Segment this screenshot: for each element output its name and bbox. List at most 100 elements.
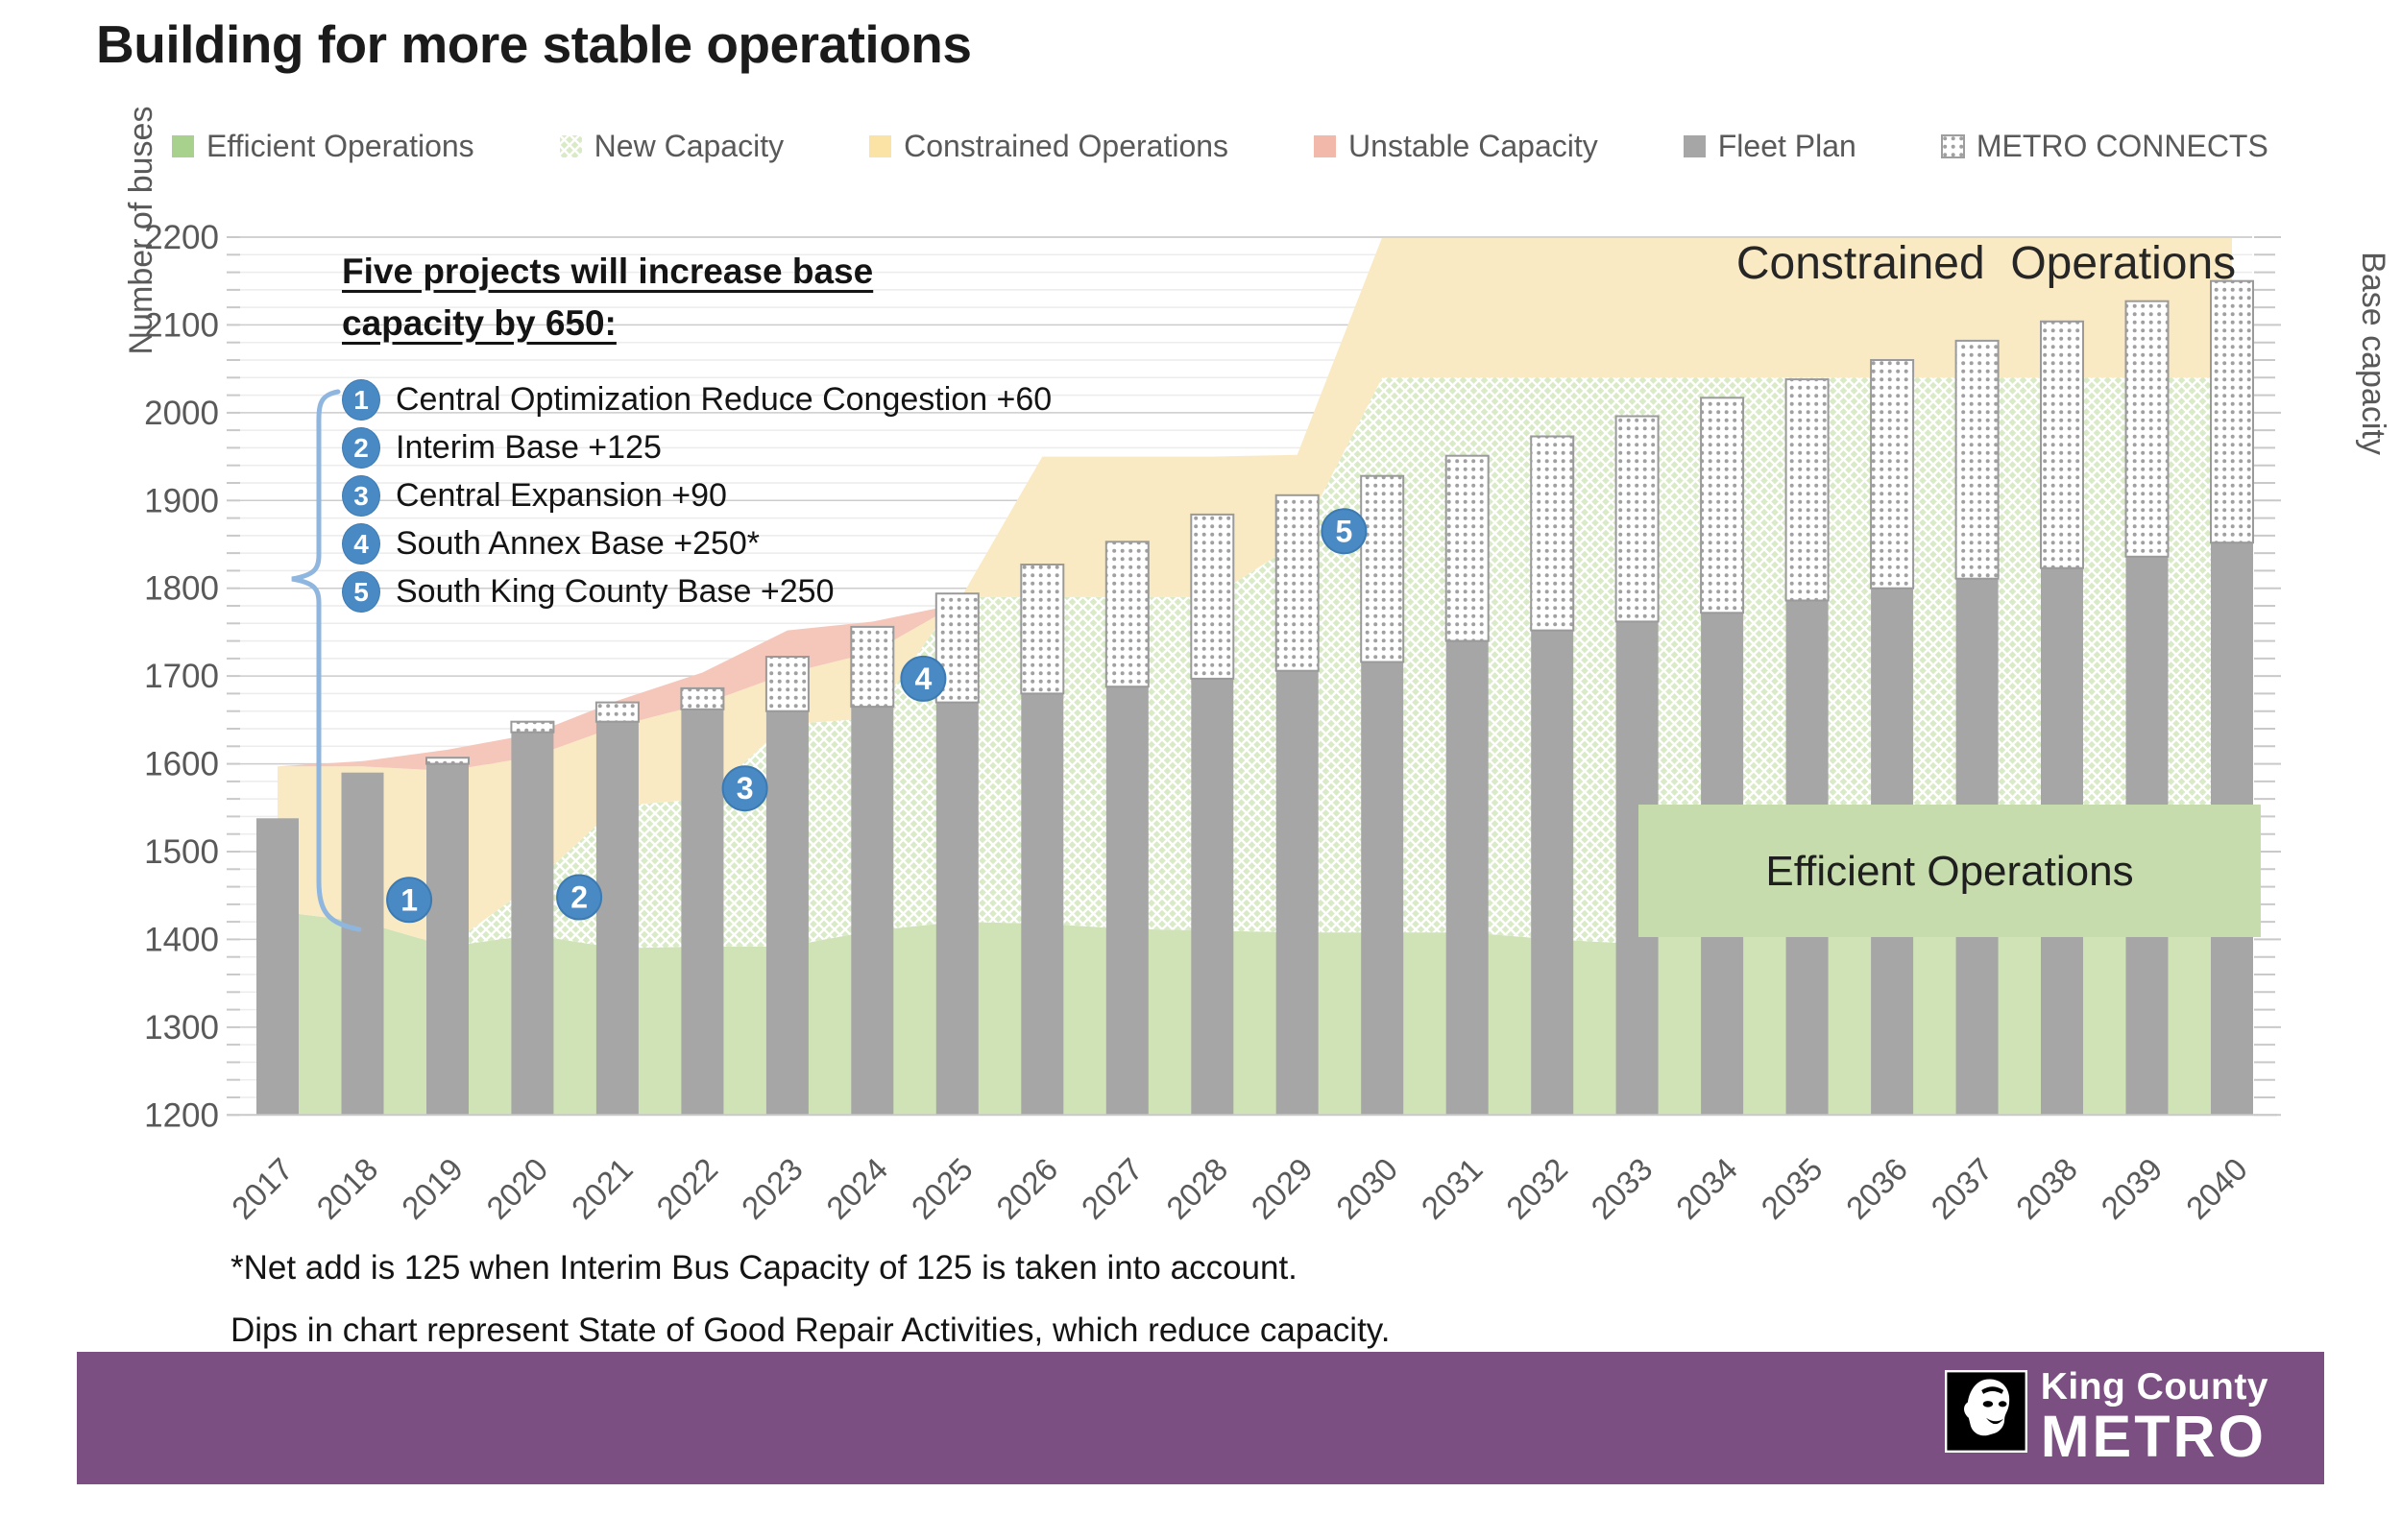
y-tick-label: 2200 [144, 219, 219, 256]
legend-swatch-new-capacity [559, 135, 582, 157]
chart-marker-number: 2 [570, 880, 588, 915]
project-item-4: 4 South Annex Base +250* [342, 519, 1052, 567]
legend-swatch-efficient-operations [172, 135, 194, 157]
x-tick-label-2029: 2029 [1245, 1151, 1320, 1226]
y-tick-label: 1400 [144, 921, 219, 958]
x-tick-label-2022: 2022 [649, 1151, 724, 1226]
x-tick-label-2023: 2023 [735, 1151, 810, 1226]
project-number-balloon: 1 [342, 378, 380, 421]
chart-marker-3: 3 [721, 765, 768, 812]
chart-marker-number: 3 [737, 771, 754, 806]
chart-marker-5: 5 [1321, 508, 1368, 555]
x-tick-label-2017: 2017 [225, 1151, 300, 1226]
bar-metro-connects-2027 [1104, 541, 1150, 688]
bar-metro-connects-2037 [1954, 339, 2000, 580]
project-number-balloon: 3 [342, 474, 380, 517]
x-tick-label-2033: 2033 [1584, 1151, 1659, 1226]
legend-item-unstable-capacity: Unstable Capacity [1313, 129, 1598, 164]
x-tick-label-2021: 2021 [565, 1151, 640, 1226]
bar-fleet-plan-2032 [1531, 630, 1574, 1116]
y-tick-label: 1900 [144, 482, 219, 519]
x-tick-label-2040: 2040 [2179, 1151, 2254, 1226]
bar-fleet-plan-2031 [1445, 640, 1489, 1116]
footnote-net-add: *Net add is 125 when Interim Bus Capacit… [230, 1249, 1298, 1287]
bar-fleet-plan-2017 [256, 818, 299, 1116]
y-axis-title-left: Number of buses [123, 107, 159, 355]
project-item-1: 1 Central Optimization Reduce Congestion … [342, 375, 1052, 423]
project-number-balloon: 5 [342, 570, 380, 613]
area-constrained-operations [278, 237, 2232, 947]
bar-metro-connects-2021 [594, 701, 640, 723]
bar-metro-connects-2022 [680, 686, 725, 710]
x-tick-label-2031: 2031 [1415, 1151, 1490, 1226]
project-number-balloon: 2 [342, 426, 380, 469]
project-label: South King County Base +250 [396, 572, 835, 610]
bar-metro-connects-2034 [1700, 397, 1745, 614]
logo-brand-text: METRO [2040, 1404, 2267, 1469]
legend-label: Unstable Capacity [1348, 129, 1598, 163]
x-tick-label-2027: 2027 [1075, 1151, 1150, 1226]
legend-item-metro-connects: METRO CONNECTS [1940, 129, 2268, 164]
chart-marker-4: 4 [900, 655, 947, 702]
legend-label: New Capacity [594, 129, 785, 163]
bar-metro-connects-2035 [1784, 378, 1830, 602]
annotation-heading-line2: capacity by 650: [342, 302, 617, 343]
constrained-operations-label: Constrained Operations [1736, 238, 2236, 289]
y-tick-label: 1300 [144, 1009, 219, 1047]
y-tick-label: 2000 [144, 395, 219, 432]
bar-metro-connects-2028 [1190, 513, 1235, 680]
y-tick-label: 1800 [144, 570, 219, 608]
efficient-operations-label-box [1638, 805, 2261, 937]
bar-fleet-plan-2025 [935, 702, 979, 1116]
x-tick-label-2035: 2035 [1754, 1151, 1829, 1226]
king-county-logo-icon [1944, 1370, 2027, 1453]
bar-metro-connects-2032 [1530, 435, 1575, 632]
project-number-balloon: 4 [342, 522, 380, 565]
project-item-3: 3 Central Expansion +90 [342, 471, 1052, 519]
bar-metro-connects-2038 [2040, 320, 2084, 569]
project-label: Central Optimization Reduce Congestion +… [396, 380, 1053, 418]
x-tick-label-2032: 2032 [1499, 1151, 1574, 1226]
bar-metro-connects-2040 [2210, 279, 2254, 544]
page-title: Building for more stable operations [96, 14, 972, 74]
bar-metro-connects-2020 [510, 720, 555, 734]
legend-label: Efficient Operations [206, 129, 474, 163]
bar-metro-connects-2030 [1360, 474, 1405, 663]
bar-metro-connects-2019 [425, 757, 470, 765]
x-tick-label-2025: 2025 [905, 1151, 980, 1226]
bar-fleet-plan-2024 [851, 707, 894, 1116]
bar-fleet-plan-2029 [1275, 670, 1319, 1116]
bar-fleet-plan-2030 [1361, 662, 1404, 1116]
legend-swatch-fleet-plan [1683, 135, 1706, 157]
x-tick-label-2037: 2037 [1924, 1151, 1999, 1226]
x-tick-label-2018: 2018 [309, 1151, 384, 1226]
legend-item-constrained-operations: Constrained Operations [868, 129, 1228, 164]
chart-marker-number: 1 [400, 882, 418, 917]
area-efficient-operations [278, 911, 2232, 1116]
x-tick-label-2028: 2028 [1159, 1151, 1234, 1226]
bar-fleet-plan-2027 [1105, 686, 1149, 1116]
bar-fleet-plan-2026 [1021, 693, 1064, 1116]
efficient-operations-label: Efficient Operations [1765, 848, 2133, 895]
footnote-dips: Dips in chart represent State of Good Re… [230, 1311, 1391, 1350]
x-tick-label-2036: 2036 [1839, 1151, 1914, 1226]
logo-text: King County METRO [2041, 1366, 2268, 1470]
y-axis-title-right: Base capacity [2355, 252, 2391, 455]
legend-swatch-constrained-operations [869, 135, 892, 157]
project-label: South Annex Base +250* [396, 524, 761, 562]
x-tick-label-2038: 2038 [2009, 1151, 2084, 1226]
y-tick-label: 1500 [144, 833, 219, 871]
brace-annotation [291, 389, 362, 932]
projects-list: 1 Central Optimization Reduce Congestion … [342, 375, 1052, 615]
bar-metro-connects-2039 [2124, 300, 2170, 558]
chart-marker-1: 1 [386, 877, 433, 924]
legend-swatch-unstable-capacity [1314, 135, 1337, 157]
project-item-2: 2 Interim Base +125 [342, 423, 1052, 471]
chart-marker-number: 5 [1336, 514, 1353, 548]
footnotes: *Net add is 125 when Interim Bus Capacit… [230, 1237, 1390, 1361]
footer-bar: King County METRO [77, 1352, 2324, 1484]
logo-agency-text: King County [2040, 1366, 2268, 1408]
bar-fleet-plan-2028 [1191, 678, 1234, 1116]
